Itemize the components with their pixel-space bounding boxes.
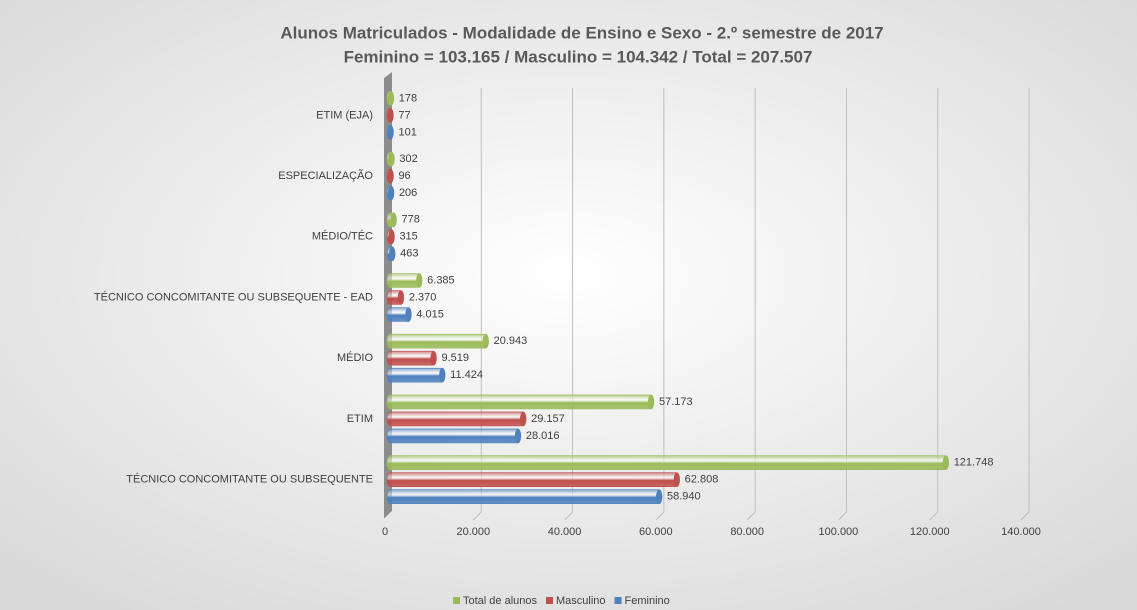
bar-cap bbox=[942, 455, 949, 470]
bar-cap bbox=[405, 307, 412, 322]
grid-line bbox=[1020, 88, 1030, 521]
y-tick-label: MÉDIO/TÉC bbox=[312, 230, 373, 243]
chart-title: Alunos Matriculados - Modalidade de Ensi… bbox=[280, 23, 883, 42]
bar-cap bbox=[482, 334, 489, 349]
bar-cap bbox=[656, 489, 663, 504]
bar-cap bbox=[673, 472, 680, 487]
value-label: 9.519 bbox=[441, 352, 469, 364]
bar-cap bbox=[390, 212, 397, 227]
bar-cap bbox=[387, 169, 394, 184]
legend-swatch bbox=[453, 597, 460, 604]
value-label: 778 bbox=[402, 214, 420, 226]
grid-line bbox=[746, 88, 756, 521]
x-tick-label: 120.000 bbox=[910, 526, 950, 538]
value-label: 57.173 bbox=[659, 396, 693, 408]
bar-cap bbox=[388, 152, 395, 167]
bar bbox=[386, 472, 680, 487]
bar bbox=[386, 455, 949, 470]
bar-cap bbox=[514, 428, 521, 443]
grid-line bbox=[472, 88, 482, 521]
value-label: 20.943 bbox=[494, 335, 528, 347]
value-label: 28.016 bbox=[526, 430, 560, 442]
value-label: 121.748 bbox=[954, 457, 994, 469]
legend-swatch bbox=[614, 597, 622, 604]
bar-cap bbox=[397, 290, 404, 305]
y-tick-label: TÉCNICO CONCOMITANTE OU SUBSEQUENTE - EA… bbox=[94, 290, 373, 303]
bar bbox=[386, 350, 437, 366]
bar-cap bbox=[416, 273, 423, 288]
value-label: 58.940 bbox=[667, 491, 701, 503]
chart-subtitle: Feminino = 103.165 / Masculino = 104.342… bbox=[344, 47, 813, 66]
bar bbox=[386, 411, 527, 427]
grid-line bbox=[564, 88, 574, 521]
bar bbox=[386, 367, 446, 383]
bar-cap bbox=[387, 108, 394, 123]
bar-cap bbox=[430, 351, 437, 366]
bar bbox=[386, 428, 522, 444]
x-tick-label: 100.000 bbox=[819, 526, 859, 538]
x-tick-label: 0 bbox=[382, 526, 388, 538]
legend-swatch bbox=[546, 597, 553, 604]
y-tick-label: ESPECIALIZAÇÃO bbox=[278, 169, 373, 182]
value-label: 178 bbox=[399, 92, 417, 104]
value-label: 101 bbox=[398, 126, 416, 138]
value-label: 302 bbox=[399, 153, 417, 165]
value-label: 2.370 bbox=[409, 291, 437, 303]
x-tick-label: 60.000 bbox=[639, 526, 673, 538]
value-label: 29.157 bbox=[531, 413, 565, 425]
bar-cap bbox=[647, 394, 654, 409]
bar-cap bbox=[387, 91, 394, 106]
bar bbox=[386, 333, 489, 349]
x-tick-label: 40.000 bbox=[548, 526, 582, 538]
bar-cap bbox=[439, 368, 446, 383]
x-axis-floor bbox=[383, 509, 393, 519]
legend-label: Total de alunos bbox=[463, 595, 537, 607]
value-label: 77 bbox=[398, 109, 410, 121]
x-tick-label: 80.000 bbox=[730, 526, 764, 538]
y-tick-label: ETIM (EJA) bbox=[316, 109, 373, 121]
value-label: 4.015 bbox=[416, 308, 444, 320]
grid-line bbox=[655, 88, 665, 521]
y-tick-label: TÉCNICO CONCOMITANTE OU SUBSEQUENTE bbox=[126, 473, 373, 486]
value-label: 6.385 bbox=[427, 274, 455, 286]
y-tick-label: MÉDIO bbox=[337, 351, 374, 364]
bar-cap bbox=[387, 125, 394, 140]
value-label: 463 bbox=[400, 248, 418, 260]
value-label: 206 bbox=[399, 187, 417, 199]
value-label: 96 bbox=[398, 170, 410, 182]
bar bbox=[386, 394, 655, 410]
legend-label: Masculino bbox=[556, 595, 606, 607]
grid-line bbox=[929, 88, 939, 521]
bar bbox=[386, 489, 663, 504]
value-label: 11.424 bbox=[450, 369, 483, 381]
bar-cap bbox=[388, 229, 395, 244]
x-tick-label: 20.000 bbox=[456, 526, 490, 538]
y-tick-label: ETIM bbox=[347, 413, 373, 425]
x-tick-label: 140.000 bbox=[1001, 526, 1041, 538]
value-label: 315 bbox=[399, 231, 417, 243]
legend-label: Feminino bbox=[625, 595, 670, 607]
bar-cap bbox=[387, 186, 394, 201]
bar-cap bbox=[389, 246, 396, 261]
grid-line bbox=[838, 88, 847, 521]
bar-cap bbox=[520, 411, 527, 426]
value-label: 62.808 bbox=[685, 474, 719, 486]
